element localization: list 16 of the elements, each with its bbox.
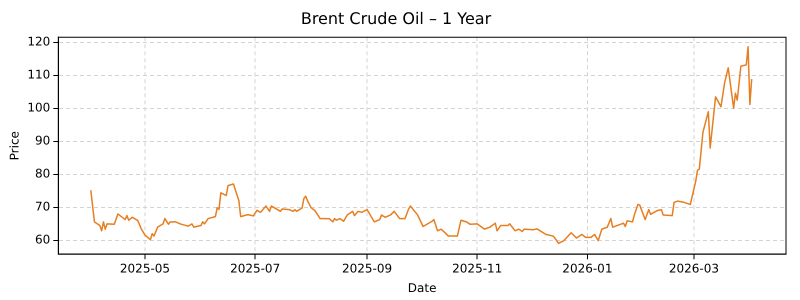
x-tick-label: 2025-05 bbox=[120, 262, 170, 276]
y-tick-label: 60 bbox=[35, 232, 50, 246]
x-tick-label: 2025-07 bbox=[230, 262, 280, 276]
chart-title: Brent Crude Oil – 1 Year bbox=[300, 8, 492, 28]
x-tick-label: 2026-01 bbox=[562, 262, 612, 276]
x-tick-label: 2025-09 bbox=[342, 262, 392, 276]
y-tick-label: 110 bbox=[27, 68, 50, 82]
y-tick-label: 70 bbox=[35, 199, 50, 214]
y-tick-label: 80 bbox=[35, 166, 50, 181]
x-axis-title: Date bbox=[408, 280, 436, 295]
y-axis-title: Price bbox=[7, 131, 22, 160]
y-tick-label: 100 bbox=[27, 100, 50, 115]
y-tick-label: 120 bbox=[27, 34, 50, 49]
x-tick-label: 2026-03 bbox=[668, 262, 719, 276]
y-tick-label: 90 bbox=[35, 134, 50, 148]
x-tick-label: 2025-11 bbox=[452, 262, 502, 276]
